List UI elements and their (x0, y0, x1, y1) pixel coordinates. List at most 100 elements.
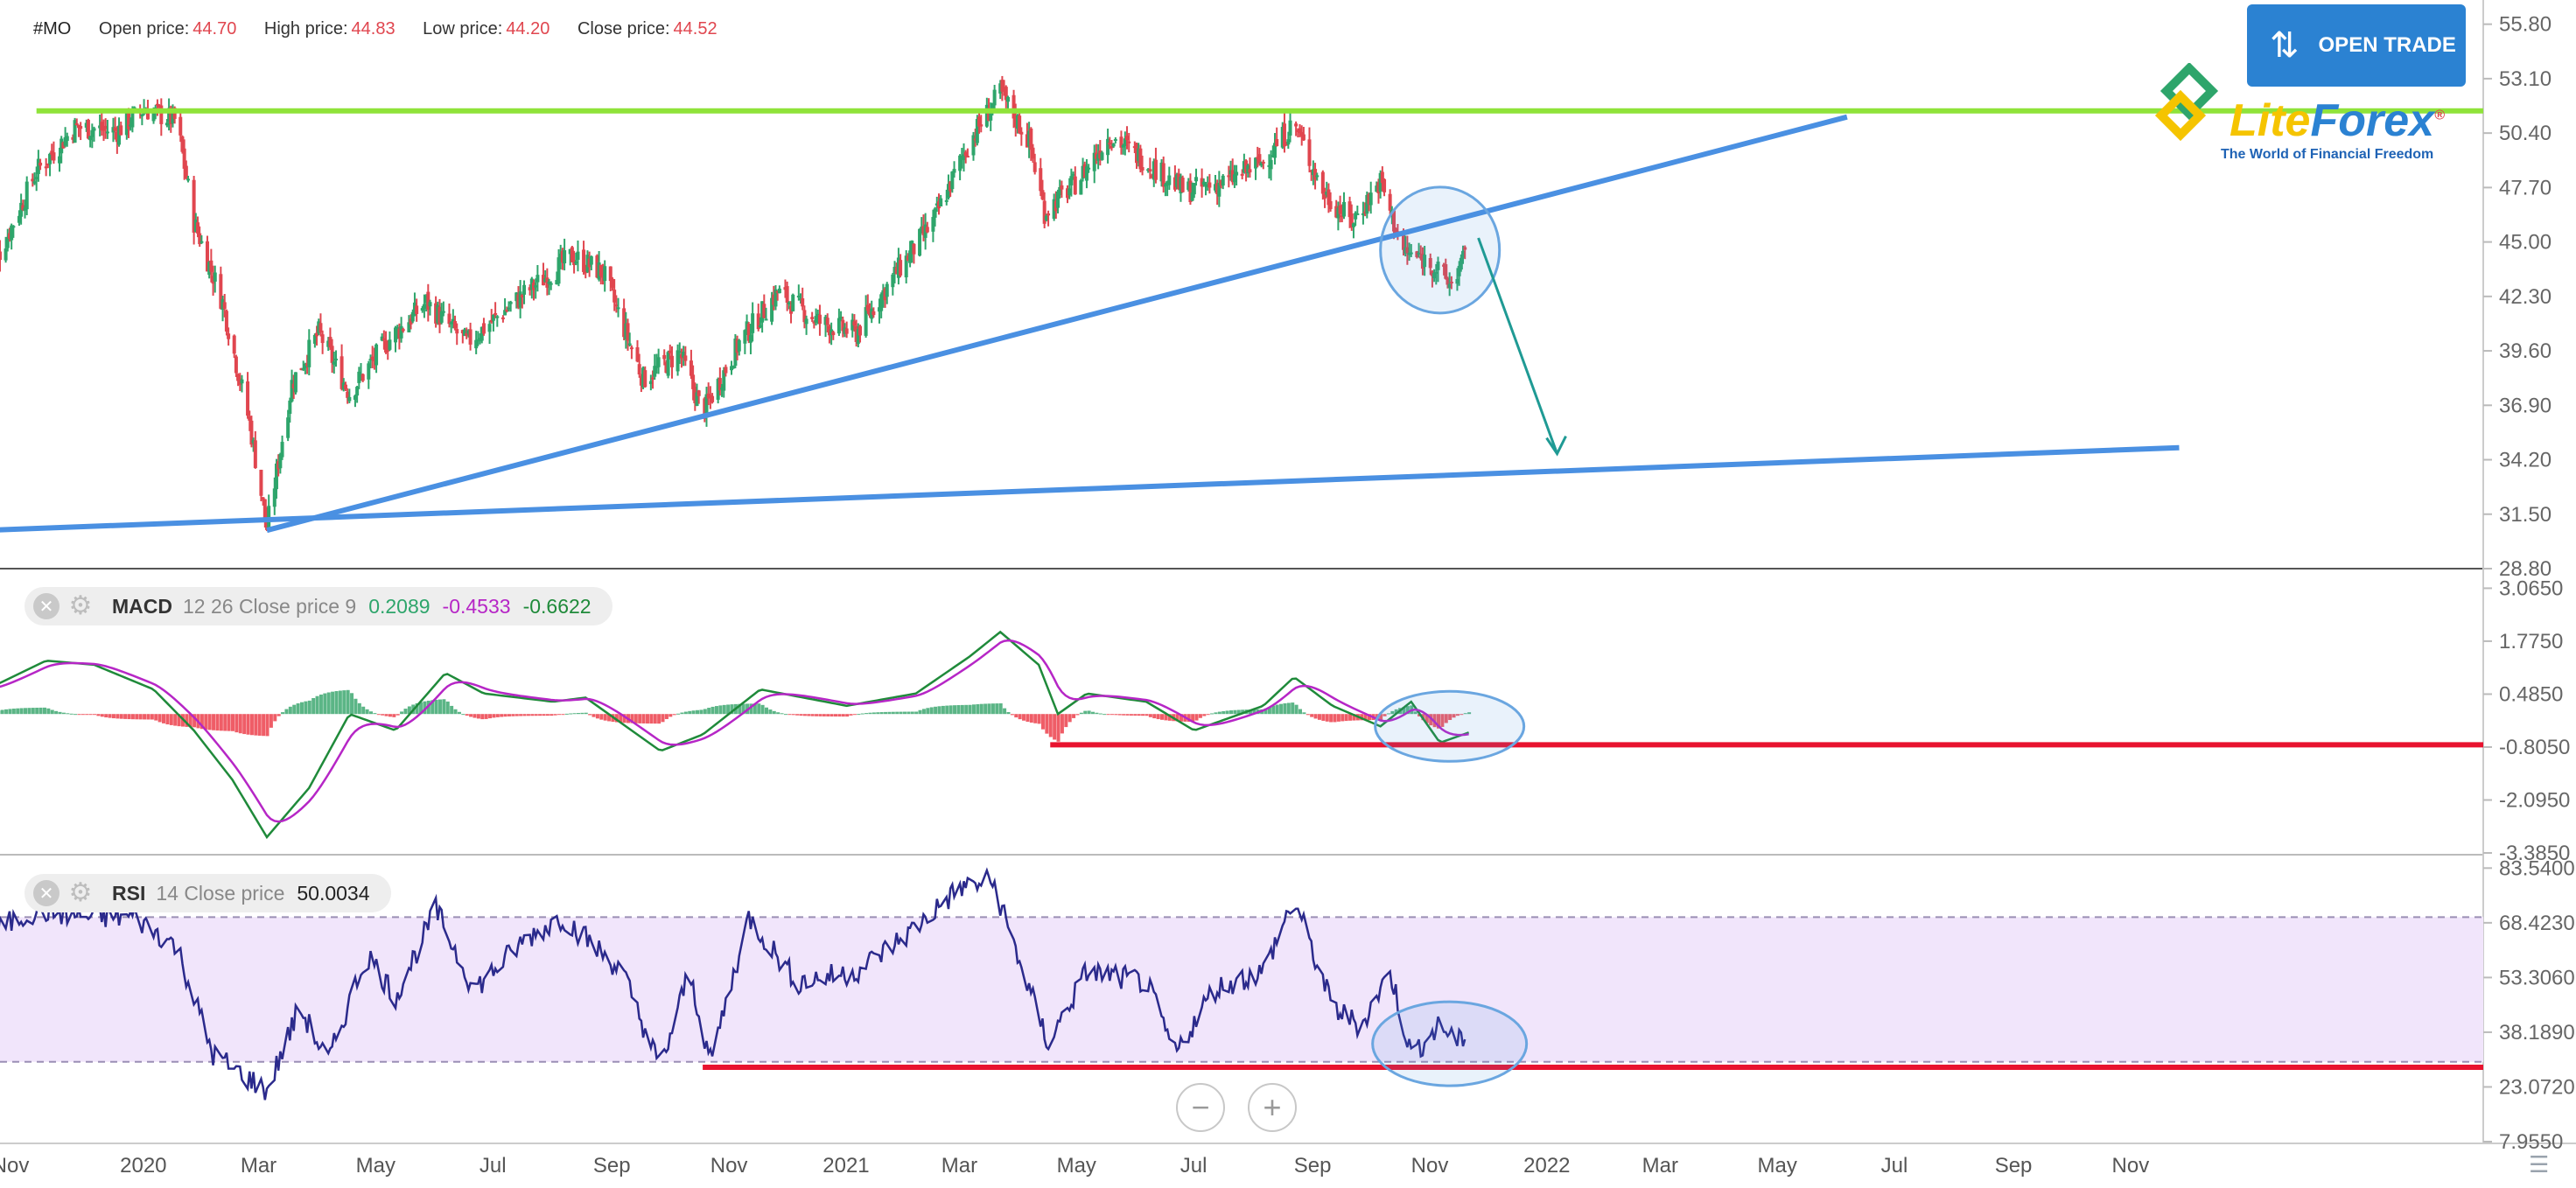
macd-histogram-bar (780, 713, 784, 715)
candle-body (1054, 200, 1058, 212)
gear-icon[interactable]: ⚙ (68, 591, 93, 620)
candle-body (706, 393, 710, 399)
macd-histogram-bar (953, 705, 957, 715)
rsi-overbought-oversold-band (0, 917, 2483, 1062)
macd-histogram-bar (998, 703, 1003, 715)
candle-body (600, 273, 605, 278)
macd-histogram-bar (93, 714, 97, 716)
close-price-label: Close price: (577, 19, 670, 38)
candle-body (679, 353, 683, 359)
candle-body (65, 136, 69, 141)
macd-histogram-bar (472, 714, 477, 718)
candle-body (1341, 201, 1346, 217)
candle-body (666, 352, 670, 376)
macd-histogram-bar (1222, 710, 1226, 715)
macd-histogram-bar (783, 714, 788, 716)
settings-sliders-icon[interactable]: ☰ (2529, 1151, 2550, 1178)
candle-body (1140, 166, 1144, 171)
candle-body (746, 324, 751, 341)
candle-body (145, 109, 150, 120)
macd-histogram-bar (1075, 714, 1080, 716)
macd-histogram-bar (334, 691, 339, 715)
candle-body (341, 382, 346, 390)
candle-body (343, 384, 347, 389)
close-icon[interactable]: ✕ (33, 880, 60, 906)
macd-histogram-bar (281, 712, 285, 715)
macd-histogram-bar (607, 714, 612, 722)
candle-body (1284, 143, 1289, 146)
candle-body (1436, 262, 1440, 270)
macd-histogram-bar (680, 712, 684, 715)
candle-body (814, 316, 818, 323)
candle-body (7, 233, 11, 239)
candle-body (1052, 199, 1056, 220)
candle-body (1175, 174, 1180, 187)
macd-histogram-bar (150, 714, 154, 720)
macd-histogram-bar (895, 711, 900, 715)
macd-histogram-bar (1133, 714, 1138, 716)
candle-body (299, 367, 304, 371)
candle-body (1447, 283, 1452, 289)
candle-body (891, 274, 895, 288)
close-icon[interactable]: ✕ (33, 593, 60, 619)
macd-histogram-bar (1402, 707, 1406, 715)
candle-body (762, 304, 766, 318)
candle-body (359, 374, 363, 376)
candle-body (925, 227, 929, 233)
macd-histogram-bar (1248, 709, 1252, 715)
candle-body (1382, 178, 1387, 192)
macd-histogram-bar (1186, 714, 1191, 723)
open-trade-button[interactable]: ⇅ OPEN TRADE (2247, 4, 2466, 87)
candle-body (990, 102, 995, 111)
candle-body (758, 325, 762, 327)
macd-histogram-bar (1424, 714, 1429, 723)
candle-body (71, 136, 75, 140)
candle-body (1108, 143, 1112, 145)
candle-body (1213, 184, 1217, 191)
time-axis-label: Sep (593, 1154, 631, 1178)
gear-icon[interactable]: ⚙ (68, 878, 93, 907)
macd-histogram-bar (1325, 714, 1329, 722)
candle-body (745, 321, 749, 333)
macd-value-1: 0.2089 (368, 594, 430, 618)
time-axis-label: 2022 (1523, 1154, 1570, 1178)
candle-body (1280, 127, 1284, 148)
candle-body (507, 307, 511, 310)
macd-histogram-bar (392, 714, 396, 717)
candle-body (668, 350, 672, 353)
candle-body (751, 313, 755, 333)
candle-body (4, 248, 8, 261)
zoom-in-button[interactable]: + (1248, 1083, 1297, 1132)
candle-body (547, 282, 551, 284)
candle-body (1407, 253, 1411, 255)
candle-body (844, 328, 849, 334)
candle-body (693, 387, 697, 403)
breakout-highlight-ellipse (1379, 185, 1502, 315)
candle-body (396, 326, 400, 332)
candle-body (1206, 185, 1210, 187)
candle-body (1096, 154, 1101, 161)
macd-histogram-bar (576, 713, 580, 715)
rsi-axis-tick-label: 38.1890 (2499, 1021, 2575, 1045)
price-axis-tick-label: 53.10 (2499, 67, 2552, 91)
macd-histogram-bar (834, 714, 838, 717)
candle-body (595, 255, 599, 278)
candle-body (541, 275, 545, 286)
candle-body (854, 325, 858, 342)
candle-body (117, 125, 122, 145)
macd-value-2: -0.4533 (442, 594, 511, 618)
macd-histogram-bar (42, 707, 46, 715)
macd-histogram-bar (619, 714, 623, 723)
zoom-out-button[interactable]: − (1176, 1083, 1225, 1132)
candle-body (589, 256, 593, 265)
macd-histogram-bar (1175, 714, 1180, 722)
candle-body (234, 356, 238, 374)
candle-body (576, 251, 580, 260)
macd-histogram-bar (1321, 714, 1326, 721)
candle-body (315, 332, 319, 337)
rsi-axis-tick-label: 53.3060 (2499, 966, 2575, 989)
macd-histogram-bar (860, 713, 864, 715)
candle-body (883, 288, 887, 301)
macd-histogram-bar (376, 714, 381, 716)
